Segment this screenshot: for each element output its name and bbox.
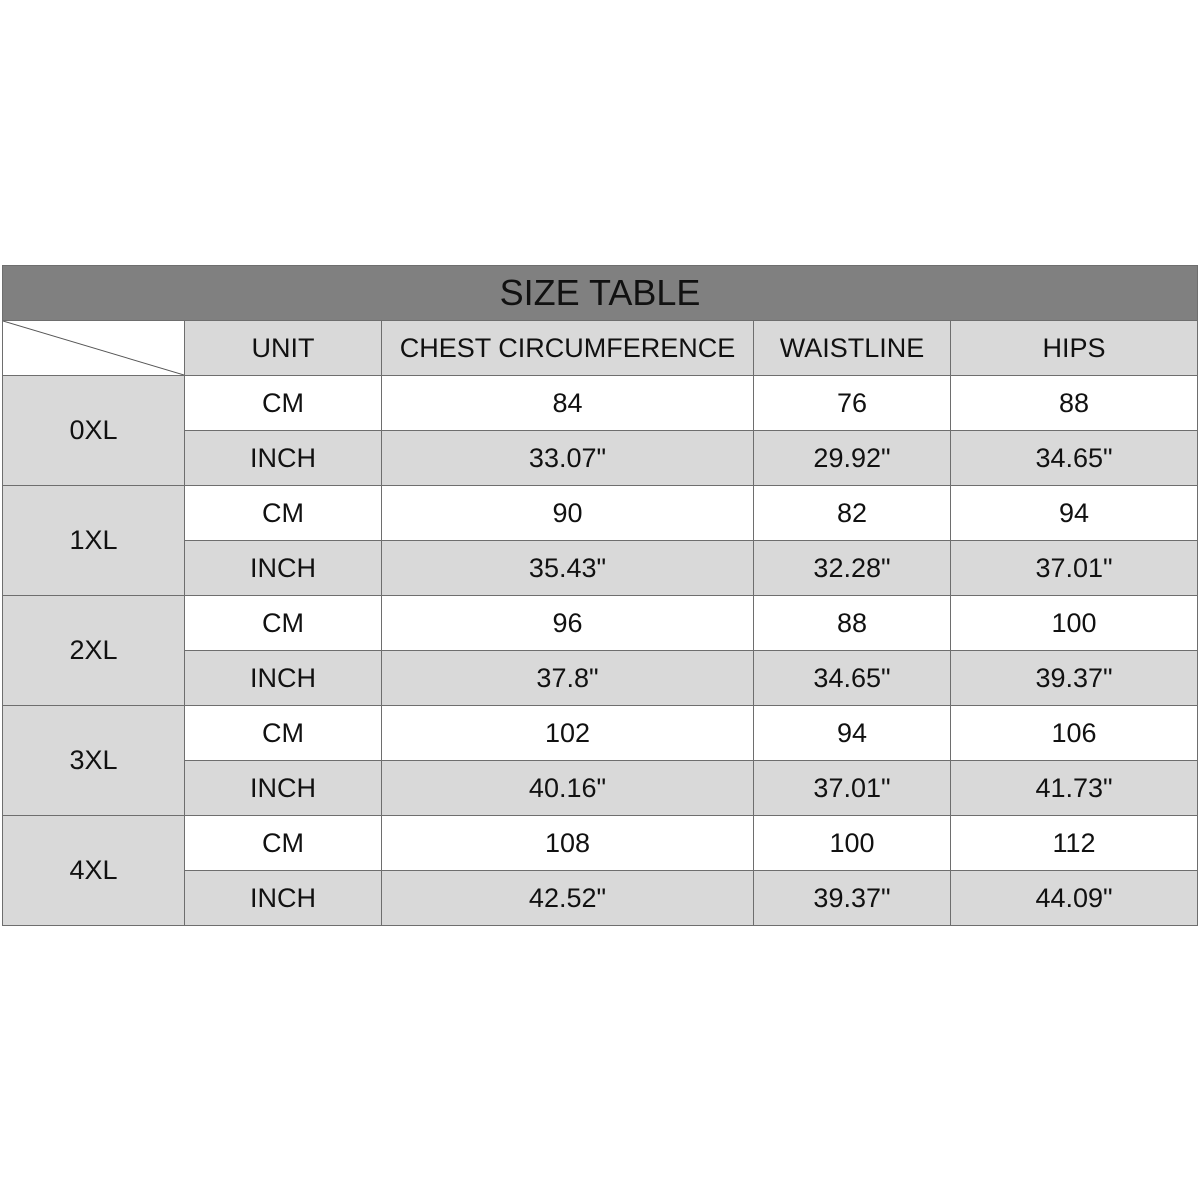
table-row: 4XL CM 108 100 112 <box>2 815 1199 926</box>
table-row: 0XL CM 84 76 88 <box>2 375 1199 486</box>
hips-cm-cell: 100 <box>949 595 1199 651</box>
title-row: SIZE TABLE <box>1 265 1199 321</box>
hips-inch-cell: 41.73" <box>949 760 1199 816</box>
unit-cm-cell: CM <box>184 485 382 541</box>
header-unit: UNIT <box>184 320 382 376</box>
waist-cm-cell: 88 <box>753 595 951 651</box>
table-row: 3XL CM 102 94 106 <box>2 705 1199 816</box>
waist-cm-cell: 100 <box>753 815 951 871</box>
waist-inch-cell: 29.92" <box>753 430 951 486</box>
size-label: 3XL <box>2 705 185 816</box>
table-row: INCH 35.43" 32.28" 37.01" <box>3 540 1199 596</box>
chest-inch-cell: 37.8" <box>381 650 754 706</box>
size-label: 2XL <box>2 595 185 706</box>
chest-cm-cell: 102 <box>381 705 754 761</box>
diagonal-line <box>3 321 184 375</box>
chest-cm-cell: 96 <box>381 595 754 651</box>
hips-cm-cell: 112 <box>949 815 1199 871</box>
chest-cm-cell: 108 <box>381 815 754 871</box>
size-table: SIZE TABLE UNIT CHEST CIRCUMFERENCE WAIS… <box>1 265 1199 926</box>
hips-cm-cell: 94 <box>949 485 1199 541</box>
waist-inch-cell: 32.28" <box>753 540 951 596</box>
size-label: 1XL <box>2 485 185 596</box>
chest-inch-cell: 35.43" <box>381 540 754 596</box>
unit-inch-cell: INCH <box>184 870 382 926</box>
size-label: 4XL <box>2 815 185 926</box>
unit-inch-cell: INCH <box>184 540 382 596</box>
unit-cm-cell: CM <box>184 595 382 651</box>
size-label: 0XL <box>2 375 185 486</box>
unit-inch-cell: INCH <box>184 430 382 486</box>
unit-cm-cell: CM <box>184 705 382 761</box>
waist-inch-cell: 39.37" <box>753 870 951 926</box>
waist-cm-cell: 94 <box>753 705 951 761</box>
table-row: 1XL CM 90 82 94 <box>2 485 1199 596</box>
header-chest: CHEST CIRCUMFERENCE <box>381 320 754 376</box>
unit-cm-cell: CM <box>184 375 382 431</box>
table-row: INCH 42.52" 39.37" 44.09" <box>3 870 1199 926</box>
unit-inch-cell: INCH <box>184 760 382 816</box>
table-row: 2XL CM 96 88 100 <box>2 595 1199 706</box>
hips-inch-cell: 34.65" <box>949 430 1199 486</box>
table-title: SIZE TABLE <box>1 265 1199 321</box>
header-waist: WAISTLINE <box>753 320 951 376</box>
chest-inch-cell: 40.16" <box>381 760 754 816</box>
chest-inch-cell: 33.07" <box>381 430 754 486</box>
hips-inch-cell: 37.01" <box>949 540 1199 596</box>
unit-inch-cell: INCH <box>184 650 382 706</box>
header-hips: HIPS <box>949 320 1199 376</box>
table-row: INCH 37.8" 34.65" 39.37" <box>3 650 1199 706</box>
hips-inch-cell: 39.37" <box>949 650 1199 706</box>
chest-cm-cell: 84 <box>381 375 754 431</box>
unit-cm-cell: CM <box>184 815 382 871</box>
corner-cell <box>2 320 185 376</box>
header-row: UNIT CHEST CIRCUMFERENCE WAISTLINE HIPS <box>2 320 1199 376</box>
waist-inch-cell: 34.65" <box>753 650 951 706</box>
table-row: INCH 33.07" 29.92" 34.65" <box>3 430 1199 486</box>
waist-cm-cell: 76 <box>753 375 951 431</box>
hips-cm-cell: 106 <box>949 705 1199 761</box>
hips-inch-cell: 44.09" <box>949 870 1199 926</box>
chest-inch-cell: 42.52" <box>381 870 754 926</box>
waist-inch-cell: 37.01" <box>753 760 951 816</box>
hips-cm-cell: 88 <box>949 375 1199 431</box>
chest-cm-cell: 90 <box>381 485 754 541</box>
waist-cm-cell: 82 <box>753 485 951 541</box>
